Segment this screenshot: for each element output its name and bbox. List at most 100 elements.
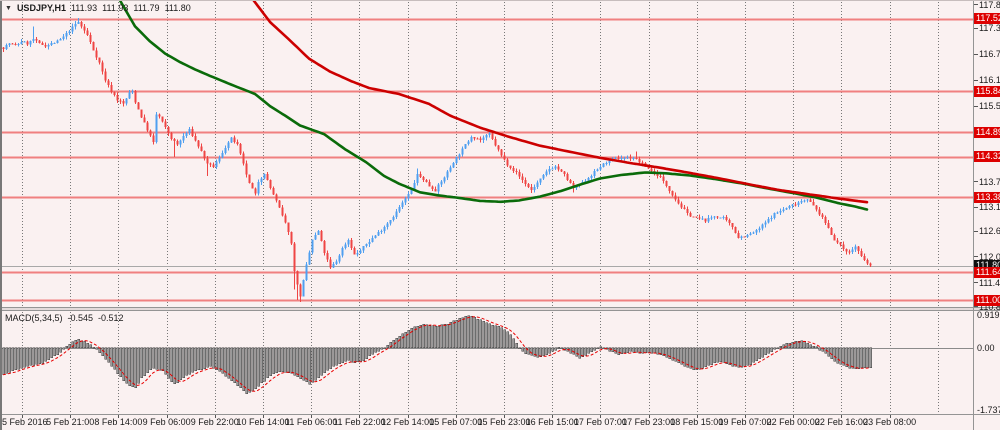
candle[interactable] <box>401 202 404 208</box>
candle[interactable] <box>155 114 158 143</box>
candle[interactable] <box>125 98 128 104</box>
candle[interactable] <box>455 157 458 164</box>
candle[interactable] <box>488 133 491 135</box>
price-level-badge[interactable]: 117.52 <box>974 13 1000 25</box>
candle[interactable] <box>359 250 362 253</box>
candle[interactable] <box>776 212 779 214</box>
candle[interactable] <box>170 133 173 139</box>
candle[interactable] <box>818 209 821 215</box>
candle[interactable] <box>314 234 317 240</box>
candle[interactable] <box>536 182 539 187</box>
candle[interactable] <box>860 251 863 257</box>
candle[interactable] <box>32 39 35 41</box>
candle[interactable] <box>215 161 218 167</box>
price-level-badge[interactable]: 114.32 <box>974 151 1000 163</box>
candle[interactable] <box>239 143 242 154</box>
candle[interactable] <box>509 165 512 169</box>
candle[interactable] <box>848 251 851 253</box>
price-level-badge[interactable]: 114.89 <box>974 126 1000 138</box>
candle[interactable] <box>446 171 449 178</box>
candle[interactable] <box>89 34 92 43</box>
candle[interactable] <box>440 181 443 185</box>
candle[interactable] <box>851 249 854 253</box>
price-level-badge[interactable]: 111.64 <box>974 266 1000 278</box>
candle[interactable] <box>179 140 182 145</box>
candle[interactable] <box>386 223 389 228</box>
candle[interactable] <box>815 205 818 210</box>
candle[interactable] <box>461 148 464 155</box>
candle[interactable] <box>65 33 68 37</box>
candle[interactable] <box>695 216 698 218</box>
candle[interactable] <box>680 203 683 208</box>
candle[interactable] <box>308 252 311 265</box>
candle[interactable] <box>233 137 236 143</box>
candle[interactable] <box>596 169 599 172</box>
candle[interactable] <box>209 163 212 165</box>
candle[interactable] <box>356 252 359 255</box>
candle[interactable] <box>119 100 122 102</box>
candle[interactable] <box>503 155 506 160</box>
candle[interactable] <box>725 217 728 221</box>
candle[interactable] <box>731 223 734 228</box>
candle[interactable] <box>284 215 287 223</box>
candle[interactable] <box>794 204 797 206</box>
candle[interactable] <box>800 201 803 203</box>
candle[interactable] <box>500 149 503 156</box>
candle[interactable] <box>797 202 800 205</box>
candle[interactable] <box>101 62 104 72</box>
candle[interactable] <box>764 222 767 225</box>
candle[interactable] <box>290 232 293 244</box>
candle[interactable] <box>494 139 497 146</box>
candle[interactable] <box>716 216 719 218</box>
candle[interactable] <box>161 116 164 122</box>
candle[interactable] <box>326 253 329 260</box>
candle[interactable] <box>419 174 422 178</box>
candle[interactable] <box>665 180 668 187</box>
candle[interactable] <box>830 228 833 235</box>
candle[interactable] <box>344 244 347 248</box>
candle[interactable] <box>266 173 269 180</box>
candle[interactable] <box>431 186 434 189</box>
candle[interactable] <box>476 138 479 140</box>
symbol-dropdown-arrow[interactable]: ▼ <box>5 4 12 12</box>
candle[interactable] <box>302 279 305 297</box>
candle[interactable] <box>35 39 38 41</box>
candle[interactable] <box>734 227 737 234</box>
candle[interactable] <box>527 184 530 187</box>
candle[interactable] <box>740 236 743 239</box>
candle[interactable] <box>704 218 707 222</box>
candle[interactable] <box>59 38 62 41</box>
candle[interactable] <box>395 211 398 217</box>
candle[interactable] <box>473 137 476 139</box>
candle[interactable] <box>683 207 686 210</box>
candle[interactable] <box>341 247 344 256</box>
candle[interactable] <box>737 233 740 239</box>
candle[interactable] <box>869 263 872 266</box>
candle[interactable] <box>92 42 95 51</box>
candle[interactable] <box>827 222 830 229</box>
candle[interactable] <box>617 158 620 160</box>
candle[interactable] <box>311 239 314 253</box>
candle[interactable] <box>719 217 722 219</box>
candle[interactable] <box>458 154 461 158</box>
candle[interactable] <box>221 152 224 158</box>
candle[interactable] <box>422 177 425 181</box>
candle[interactable] <box>410 189 413 194</box>
candle[interactable] <box>404 198 407 203</box>
candle[interactable] <box>335 261 338 265</box>
candle[interactable] <box>149 130 152 136</box>
candle[interactable] <box>638 159 641 163</box>
candle[interactable] <box>122 101 125 104</box>
candle[interactable] <box>854 246 857 250</box>
candle[interactable] <box>497 145 500 150</box>
candle[interactable] <box>194 135 197 141</box>
candle[interactable] <box>80 21 83 27</box>
candle[interactable] <box>833 234 836 241</box>
price-level-badge[interactable]: 115.84 <box>974 85 1000 97</box>
candle[interactable] <box>491 133 494 140</box>
candle[interactable] <box>671 191 674 196</box>
candle[interactable] <box>287 222 290 233</box>
candle[interactable] <box>41 42 44 45</box>
candle[interactable] <box>188 128 191 134</box>
candle[interactable] <box>296 270 299 285</box>
